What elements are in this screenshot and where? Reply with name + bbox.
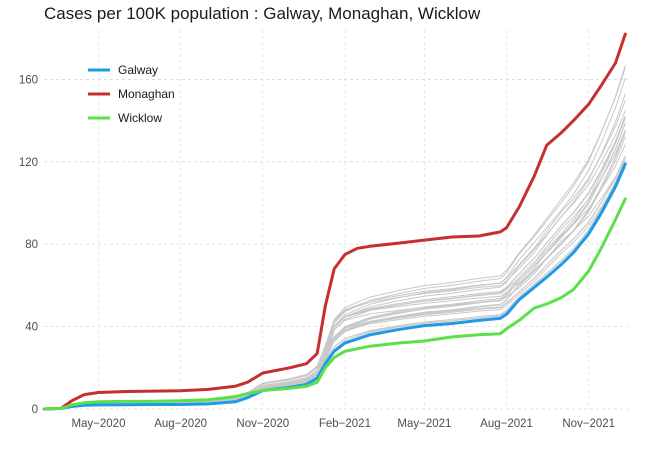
grid-lines: [44, 30, 628, 410]
x-tick-label: Aug−2021: [480, 418, 533, 430]
y-tick-label: 80: [25, 239, 38, 251]
y-tick-label: 160: [19, 74, 38, 86]
x-tick-label: May−2021: [397, 418, 451, 430]
legend-label-galway: Galway: [118, 63, 158, 77]
background-series-line: [43, 93, 626, 410]
x-tick-label: Nov−2020: [236, 418, 289, 430]
series-line-monaghan: [42, 32, 627, 411]
legend: Galway Monaghan Wicklow: [88, 63, 175, 125]
series-line-wicklow: [42, 197, 627, 411]
x-tick-label: Aug−2020: [154, 418, 207, 430]
x-tick-label: Nov−2021: [562, 418, 615, 430]
y-tick-label: 40: [25, 322, 38, 334]
y-tick-label: 120: [19, 157, 38, 169]
background-series-line: [43, 166, 626, 410]
series-line-galway: [42, 162, 627, 411]
legend-label-monaghan: Monaghan: [118, 87, 175, 101]
axis-labels: 0 40 80 120 160 May−2020 Aug−2020 Nov−2020 Feb−2…: [19, 74, 615, 430]
x-tick-label: May−2020: [71, 418, 125, 430]
legend-label-wicklow: Wicklow: [118, 111, 162, 125]
chart-title: Cases per 100K population : Galway, Mona…: [44, 4, 481, 23]
background-series-line: [43, 110, 626, 410]
highlighted-series-lines: [42, 32, 627, 411]
x-tick-label: Feb−2021: [319, 418, 371, 430]
background-series-line: [43, 100, 626, 410]
y-tick-label: 0: [32, 404, 38, 416]
